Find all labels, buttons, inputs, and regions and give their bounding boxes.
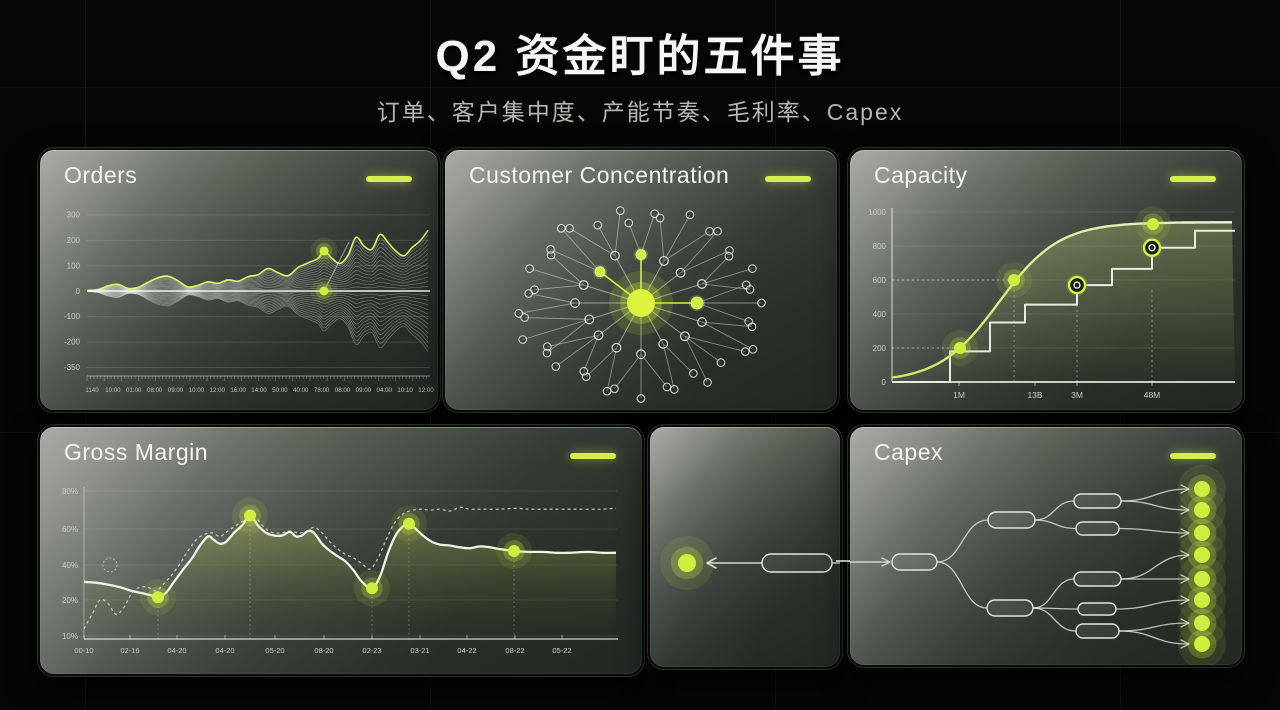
gross-margin-panel: Gross Margin 80% 60% 40% 20% 10% 00-10 02-16 04… bbox=[38, 425, 644, 676]
svg-text:80%: 80% bbox=[62, 487, 78, 496]
accent-bar-icon bbox=[765, 176, 811, 182]
svg-text:01:00: 01:00 bbox=[126, 387, 142, 394]
accent-bar-icon bbox=[1170, 453, 1216, 459]
slide-title: Q2 资金盯的五件事 bbox=[435, 32, 845, 81]
capacity-chart: 1000 800 600 400 200 0 1M 13B 3M 48M bbox=[868, 206, 1235, 400]
svg-text:04-22: 04-22 bbox=[457, 646, 476, 655]
svg-text:20%: 20% bbox=[62, 596, 78, 605]
svg-text:50:00: 50:00 bbox=[272, 387, 288, 394]
svg-text:60%: 60% bbox=[62, 525, 78, 534]
svg-text:09:00: 09:00 bbox=[356, 387, 372, 394]
svg-text:1M: 1M bbox=[953, 390, 965, 400]
accent-bar-icon bbox=[366, 176, 412, 182]
svg-text:02-23: 02-23 bbox=[362, 646, 381, 655]
capex-panel-title: Capex bbox=[874, 439, 943, 465]
svg-text:200: 200 bbox=[873, 344, 887, 353]
svg-text:02-16: 02-16 bbox=[120, 646, 139, 655]
svg-text:10:00: 10:00 bbox=[105, 387, 121, 394]
svg-text:40:00: 40:00 bbox=[293, 387, 309, 394]
svg-text:-100: -100 bbox=[64, 312, 81, 321]
svg-text:04:00: 04:00 bbox=[377, 387, 393, 394]
accent-bar-icon bbox=[1170, 176, 1216, 182]
svg-text:05-22: 05-22 bbox=[552, 646, 571, 655]
svg-text:00-10: 00-10 bbox=[74, 646, 93, 655]
svg-text:600: 600 bbox=[873, 276, 887, 285]
svg-text:08-22: 08-22 bbox=[505, 646, 524, 655]
handoff-panel bbox=[648, 425, 842, 669]
gross-margin-chart: 80% 60% 40% 20% 10% 00-10 02-16 04-20 04-20 05-20… bbox=[62, 487, 618, 655]
accent-bar-icon bbox=[570, 453, 616, 459]
svg-text:14:00: 14:00 bbox=[251, 387, 267, 394]
svg-text:08:00: 08:00 bbox=[147, 387, 163, 394]
svg-text:10:00: 10:00 bbox=[189, 387, 205, 394]
svg-text:09:00: 09:00 bbox=[168, 387, 184, 394]
svg-text:04-20: 04-20 bbox=[215, 646, 234, 655]
svg-text:400: 400 bbox=[873, 310, 887, 319]
slide-header: Q2 资金盯的五件事 订单、客户集中度、产能节奏、毛利率、Capex bbox=[0, 20, 1280, 127]
svg-text:-200: -200 bbox=[64, 338, 81, 347]
customer-concentration-panel-title: Customer Concentration bbox=[469, 162, 730, 188]
svg-text:100: 100 bbox=[67, 261, 81, 270]
svg-text:800: 800 bbox=[873, 242, 887, 251]
svg-text:1000: 1000 bbox=[868, 208, 886, 217]
svg-text:05-20: 05-20 bbox=[265, 646, 284, 655]
svg-text:13B: 13B bbox=[1027, 390, 1042, 400]
capacity-panel-title: Capacity bbox=[874, 162, 968, 188]
slide-subtitle: 订单、客户集中度、产能节奏、毛利率、Capex bbox=[376, 99, 904, 125]
capacity-panel: Capacity 1000 800 600 400 200 0 1M 13B 3M 48M bbox=[848, 148, 1244, 412]
svg-text:3M: 3M bbox=[1071, 390, 1083, 400]
svg-text:0: 0 bbox=[882, 378, 887, 387]
svg-text:04-20: 04-20 bbox=[167, 646, 186, 655]
svg-text:0: 0 bbox=[76, 287, 81, 296]
svg-text:08:00: 08:00 bbox=[335, 387, 351, 394]
customer-concentration-network bbox=[514, 206, 766, 403]
capex-flow-diagram bbox=[850, 465, 1226, 665]
svg-text:78:00: 78:00 bbox=[314, 387, 330, 394]
svg-text:300: 300 bbox=[67, 211, 81, 220]
svg-text:03-21: 03-21 bbox=[410, 646, 429, 655]
handoff-connector-diagram bbox=[660, 536, 840, 590]
svg-text:16:00: 16:00 bbox=[230, 387, 246, 394]
panel-connector-line bbox=[836, 560, 850, 562]
svg-text:08-20: 08-20 bbox=[314, 646, 333, 655]
svg-text:10:10: 10:10 bbox=[397, 387, 413, 394]
svg-text:12:00: 12:00 bbox=[418, 387, 434, 394]
orders-chart: 300 200 100 0 -100 -200 -350 1140 10:00 01:00 08:0… bbox=[64, 211, 434, 395]
orders-panel: Orders 300 200 100 0 -100 -200 -350 1140 10:00 01… bbox=[38, 148, 440, 412]
svg-text:40%: 40% bbox=[62, 561, 78, 570]
svg-text:12:00: 12:00 bbox=[210, 387, 226, 394]
customer-concentration-panel: Customer Concentration bbox=[443, 148, 839, 412]
gross-margin-panel-title: Gross Margin bbox=[64, 439, 209, 465]
svg-text:48M: 48M bbox=[1144, 390, 1161, 400]
svg-text:200: 200 bbox=[67, 236, 81, 245]
orders-panel-title: Orders bbox=[64, 162, 138, 188]
svg-text:1140: 1140 bbox=[85, 387, 99, 394]
svg-text:10%: 10% bbox=[62, 632, 78, 641]
capex-panel: Capex bbox=[848, 425, 1244, 667]
svg-text:-350: -350 bbox=[64, 363, 81, 372]
